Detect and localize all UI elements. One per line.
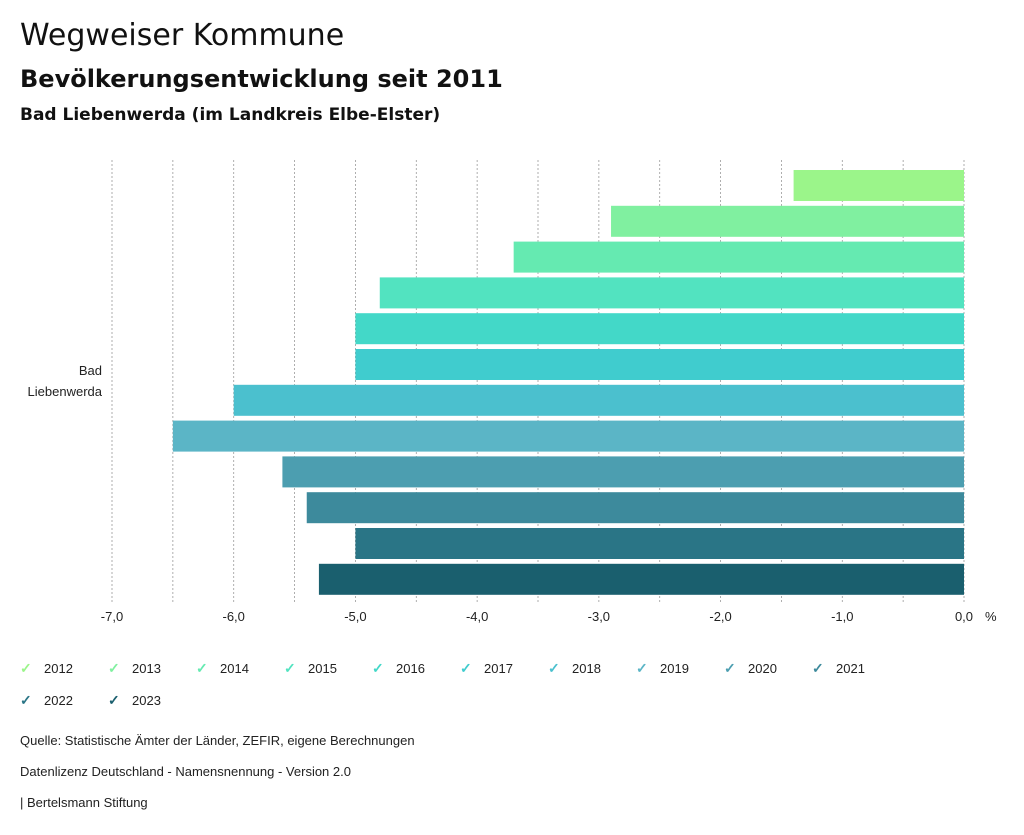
x-tick-label: -6,0 xyxy=(223,609,245,624)
legend-label: 2013 xyxy=(132,661,161,676)
checkmark-icon: ✓ xyxy=(460,660,472,676)
legend-label: 2017 xyxy=(484,661,513,676)
legend-item-2023[interactable]: ✓ 2023 xyxy=(108,692,161,709)
checkmark-icon: ✓ xyxy=(812,660,824,676)
legend-item-2012[interactable]: ✓ 2012 xyxy=(20,660,73,677)
legend-label: 2023 xyxy=(132,693,161,708)
chart-subtitle: Bevölkerungsentwicklung seit 2011 xyxy=(20,65,503,93)
legend-item-2021[interactable]: ✓ 2021 xyxy=(812,660,865,677)
bar-2012[interactable] xyxy=(793,170,964,201)
checkmark-icon: ✓ xyxy=(20,660,32,676)
x-axis-unit: % xyxy=(985,609,997,624)
category-label-line-1: Bad xyxy=(79,363,102,378)
legend-item-2018[interactable]: ✓ 2018 xyxy=(548,660,601,677)
legend-label: 2014 xyxy=(220,661,249,676)
bar-2017[interactable] xyxy=(355,349,964,380)
bar-2020[interactable] xyxy=(282,456,964,488)
legend-label: 2016 xyxy=(396,661,425,676)
bar-2019[interactable] xyxy=(172,420,964,452)
legend-label: 2018 xyxy=(572,661,601,676)
bars xyxy=(172,170,964,595)
legend-item-2015[interactable]: ✓ 2015 xyxy=(284,660,337,677)
x-tick-label: 0,0 xyxy=(955,609,973,624)
checkmark-icon: ✓ xyxy=(724,660,736,676)
checkmark-icon: ✓ xyxy=(196,660,208,676)
checkmark-icon: ✓ xyxy=(284,660,296,676)
bar-2022[interactable] xyxy=(355,528,964,559)
bar-2013[interactable] xyxy=(611,205,964,237)
legend-label: 2015 xyxy=(308,661,337,676)
publisher-note: | Bertelsmann Stiftung xyxy=(20,795,148,810)
x-axis-ticks: -7,0 -6,0 -5,0 -4,0 -3,0 -2,0 -1,0 0,0 xyxy=(101,609,973,624)
legend-item-2016[interactable]: ✓ 2016 xyxy=(372,660,425,677)
legend-item-2013[interactable]: ✓ 2013 xyxy=(108,660,161,677)
bar-2014[interactable] xyxy=(513,241,964,273)
checkmark-icon: ✓ xyxy=(108,692,120,708)
legend-item-2022[interactable]: ✓ 2022 xyxy=(20,692,73,709)
region-label: Bad Liebenwerda (im Landkreis Elbe-Elste… xyxy=(20,105,441,125)
x-tick-label: -5,0 xyxy=(344,609,366,624)
bar-2021[interactable] xyxy=(306,492,964,524)
legend-label: 2019 xyxy=(660,661,689,676)
checkmark-icon: ✓ xyxy=(108,660,120,676)
legend-item-2020[interactable]: ✓ 2020 xyxy=(724,660,777,677)
bar-2023[interactable] xyxy=(318,563,964,595)
bar-2015[interactable] xyxy=(379,277,964,309)
checkmark-icon: ✓ xyxy=(20,692,32,708)
x-tick-label: -4,0 xyxy=(466,609,488,624)
legend-item-2014[interactable]: ✓ 2014 xyxy=(196,660,249,677)
legend-item-2019[interactable]: ✓ 2019 xyxy=(636,660,689,677)
bar-2018[interactable] xyxy=(233,384,964,416)
bar-2016[interactable] xyxy=(355,313,964,345)
checkmark-icon: ✓ xyxy=(372,660,384,676)
x-tick-label: -1,0 xyxy=(831,609,853,624)
bar-chart: -7,0 -6,0 -5,0 -4,0 -3,0 -2,0 -1,0 0,0 Bad Lieb… xyxy=(28,160,997,624)
legend-label: 2012 xyxy=(44,661,73,676)
legend-label: 2021 xyxy=(836,661,865,676)
checkmark-icon: ✓ xyxy=(636,660,648,676)
legend-item-2017[interactable]: ✓ 2017 xyxy=(460,660,513,677)
license-note: Datenlizenz Deutschland - Namensnennung … xyxy=(20,764,351,779)
checkmark-icon: ✓ xyxy=(548,660,560,676)
legend-label: 2022 xyxy=(44,693,73,708)
x-tick-label: -7,0 xyxy=(101,609,123,624)
x-tick-label: -3,0 xyxy=(588,609,610,624)
legend-label: 2020 xyxy=(748,661,777,676)
x-tick-label: -2,0 xyxy=(709,609,731,624)
category-label-line-2: Liebenwerda xyxy=(28,384,103,399)
source-note: Quelle: Statistische Ämter der Länder, Z… xyxy=(20,733,415,748)
page-title: Wegweiser Kommune xyxy=(20,18,345,53)
